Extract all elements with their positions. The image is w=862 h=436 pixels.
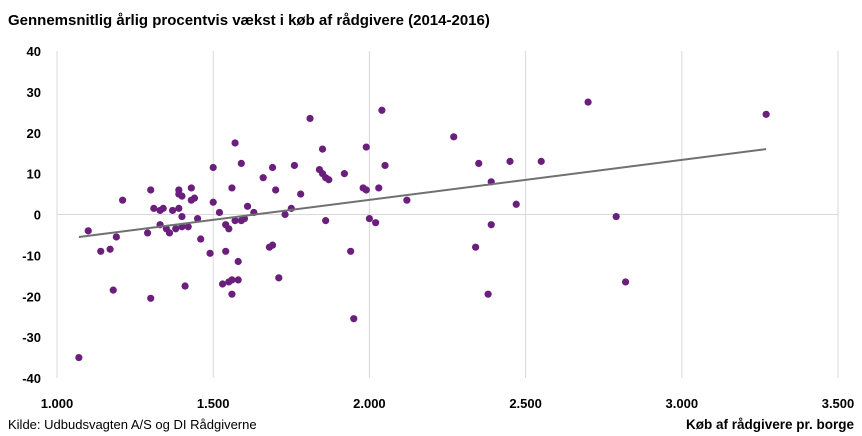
y-tick-label: -10 <box>22 248 41 263</box>
y-tick-label: -40 <box>22 371 41 386</box>
data-point <box>218 280 227 288</box>
data-point <box>147 186 155 194</box>
data-point <box>281 210 289 219</box>
y-tick-label: 10 <box>27 167 41 182</box>
data-point <box>150 204 158 212</box>
data-point <box>112 233 120 241</box>
data-point <box>231 139 239 147</box>
trend-line <box>78 148 767 238</box>
data-point <box>119 196 127 204</box>
data-point <box>165 229 174 237</box>
data-point <box>184 223 192 231</box>
data-point <box>325 176 333 184</box>
data-point <box>259 174 267 182</box>
data-point <box>209 198 217 206</box>
data-point <box>290 161 299 170</box>
data-point <box>106 245 114 253</box>
data-point <box>306 114 314 123</box>
data-point <box>228 184 236 192</box>
x-tick-label: 3.500 <box>822 396 855 411</box>
y-tick-label: -30 <box>22 330 41 345</box>
data-point <box>168 206 177 215</box>
data-point <box>75 353 83 362</box>
data-point <box>178 192 186 200</box>
data-point <box>215 208 224 217</box>
data-point <box>487 221 495 229</box>
data-point <box>472 243 480 251</box>
data-point <box>228 290 236 298</box>
data-point <box>197 235 205 243</box>
data-point <box>109 286 117 294</box>
data-point <box>178 212 186 221</box>
data-point <box>322 217 330 225</box>
data-point <box>584 98 592 106</box>
y-tick-label: 0 <box>34 208 41 223</box>
data-point <box>159 204 167 212</box>
data-point <box>362 143 370 151</box>
data-point <box>225 225 233 233</box>
data-point <box>512 200 520 208</box>
data-point <box>272 186 280 194</box>
data-point <box>206 249 214 257</box>
y-tick-label: 40 <box>27 44 41 59</box>
chart-title: Gennemsnitlig årlig procentvis vækst i k… <box>8 12 490 29</box>
data-point <box>234 257 242 266</box>
data-point <box>84 227 92 235</box>
data-point <box>365 214 373 223</box>
data-point <box>403 196 411 204</box>
data-point <box>237 159 245 168</box>
data-point <box>537 157 545 165</box>
data-point <box>187 184 195 192</box>
data-point <box>181 282 189 290</box>
y-tick-label: 30 <box>27 85 41 100</box>
y-tick-label: -20 <box>22 289 41 304</box>
data-point <box>172 225 180 233</box>
data-point <box>378 106 386 114</box>
data-point <box>318 145 327 153</box>
data-point <box>362 186 370 194</box>
data-point <box>268 163 277 172</box>
data-point <box>193 214 202 223</box>
data-point <box>762 110 770 118</box>
data-point <box>243 202 252 210</box>
data-point <box>231 217 239 225</box>
x-tick-label: 1.500 <box>197 396 230 411</box>
data-point <box>381 161 389 170</box>
y-tick-labels: 40 30 20 10 0 -10 -20 -30 -40 <box>22 44 41 386</box>
y-tick-label: 20 <box>27 126 41 141</box>
data-point <box>621 278 630 286</box>
data-point <box>209 163 217 172</box>
data-points <box>75 98 770 362</box>
data-point <box>190 194 199 202</box>
data-point <box>147 294 155 302</box>
x-tick-label: 3.000 <box>666 396 699 411</box>
x-tick-label: 1.000 <box>41 396 74 411</box>
data-point <box>375 184 383 192</box>
data-point <box>350 315 358 323</box>
x-tick-label: 2.000 <box>353 396 386 411</box>
data-point <box>275 274 283 282</box>
data-point <box>475 159 483 168</box>
data-point <box>484 290 492 298</box>
data-point <box>234 276 242 284</box>
data-point <box>222 247 230 255</box>
data-point <box>612 212 620 221</box>
data-point <box>228 276 236 284</box>
data-point <box>450 133 458 141</box>
data-point <box>143 229 152 237</box>
x-axis-label: Køb af rådgivere pr. borge <box>685 417 854 432</box>
data-point <box>347 247 355 255</box>
data-point <box>340 170 349 178</box>
data-point <box>268 241 277 249</box>
source-note: Kilde: Udbudsvagten A/S og DI Rådgiverne <box>8 417 257 432</box>
data-point <box>297 190 305 198</box>
x-tick-label: 2.500 <box>509 396 542 411</box>
data-point <box>97 247 105 255</box>
x-tick-labels: 1.000 1.500 2.000 2.500 3.000 3.500 <box>41 396 855 411</box>
data-point <box>372 219 380 227</box>
data-point <box>506 157 514 165</box>
data-point <box>175 204 183 212</box>
